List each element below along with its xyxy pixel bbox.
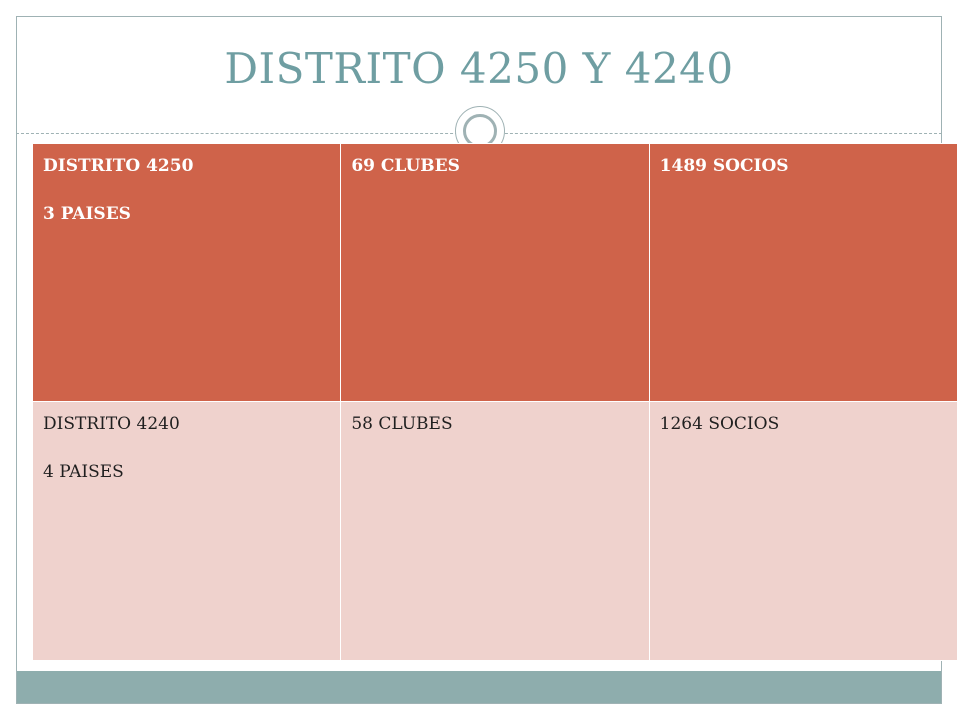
cell-line: DISTRITO 4250 xyxy=(43,156,194,176)
cell-line: 69 CLUBES xyxy=(351,156,460,176)
table-cell-members: 1264 SOCIOS xyxy=(648,401,959,661)
table-cell-members: 1489 SOCIOS xyxy=(648,143,959,402)
cell-line: 1489 SOCIOS xyxy=(659,156,789,176)
cell-line: DISTRITO 4240 xyxy=(43,414,180,434)
table-row: DISTRITO 4250 3 PAISES 69 CLUBES 1489 SO… xyxy=(31,143,959,402)
footer-band xyxy=(17,671,941,703)
table-cell-clubs: 69 CLUBES xyxy=(340,143,650,402)
table-cell-clubs: 58 CLUBES xyxy=(340,401,650,661)
cell-line: 58 CLUBES xyxy=(351,414,453,434)
table-cell-district: DISTRITO 4240 4 PAISES xyxy=(31,401,342,661)
districts-table: DISTRITO 4250 3 PAISES 69 CLUBES 1489 SO… xyxy=(31,143,959,661)
table-row: DISTRITO 4240 4 PAISES 58 CLUBES 1264 SO… xyxy=(31,401,959,661)
cell-line-secondary: 4 PAISES xyxy=(43,462,124,482)
cell-line-secondary: 3 PAISES xyxy=(43,204,131,224)
slide-title: DISTRITO 4250 Y 4240 xyxy=(224,44,734,93)
table-cell-district: DISTRITO 4250 3 PAISES xyxy=(31,143,342,402)
cell-line: 1264 SOCIOS xyxy=(659,414,780,434)
